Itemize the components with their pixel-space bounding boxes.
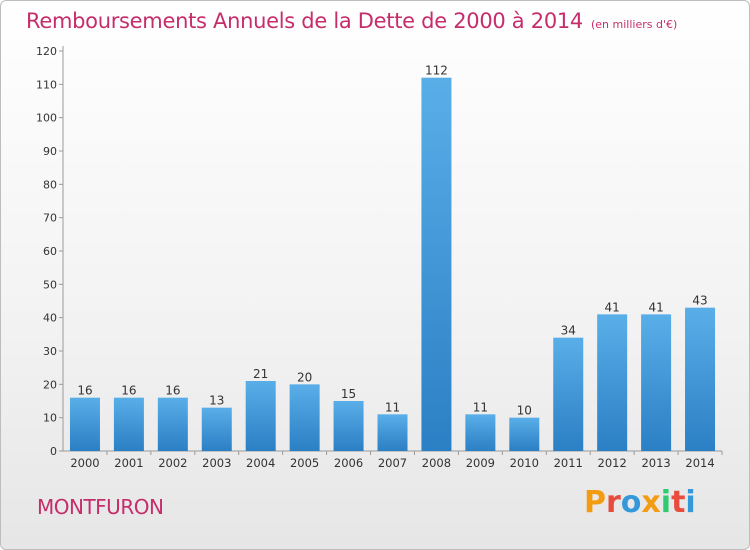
- chart-title-text: Remboursements Annuels de la Dette de 20…: [26, 9, 583, 33]
- logo-letter: i: [660, 485, 672, 520]
- x-tick-label: 2009: [466, 456, 495, 470]
- x-tick-label: 2010: [510, 456, 539, 470]
- bar: [333, 401, 364, 451]
- bar: [641, 314, 672, 451]
- y-tick-label: 80: [43, 178, 57, 191]
- bar-value-label: 34: [561, 324, 576, 338]
- bar-value-label: 112: [425, 64, 448, 78]
- proxiti-logo: Proxiti: [584, 485, 696, 520]
- x-tick-label: 2013: [641, 456, 670, 470]
- logo-letter: P: [584, 485, 606, 520]
- y-tick-label: 50: [43, 278, 57, 291]
- bar: [157, 397, 188, 451]
- bar-value-label: 11: [385, 400, 400, 414]
- y-tick-label: 30: [43, 345, 57, 358]
- bar: [553, 337, 584, 451]
- y-tick-label: 90: [43, 145, 57, 158]
- y-tick-label: 10: [43, 412, 57, 425]
- bar: [377, 414, 408, 451]
- logo-letter: o: [620, 485, 642, 520]
- logo-letter: i: [685, 485, 696, 520]
- bar: [465, 414, 496, 451]
- y-tick-label: 120: [36, 45, 57, 58]
- bar-value-label: 43: [692, 294, 707, 308]
- logo-letter: t: [671, 485, 686, 520]
- x-tick-label: 2011: [554, 456, 583, 470]
- y-tick-label: 0: [50, 445, 57, 458]
- town-name: MONTFURON: [37, 495, 164, 519]
- bar: [509, 417, 540, 451]
- bar-value-label: 16: [77, 384, 92, 398]
- bar: [245, 381, 276, 451]
- bar-value-label: 13: [209, 394, 224, 408]
- bar-value-label: 15: [341, 387, 356, 401]
- bar-value-label: 20: [297, 370, 312, 384]
- bar: [685, 307, 716, 451]
- bar-value-label: 41: [605, 300, 620, 314]
- x-tick-label: 2014: [685, 456, 714, 470]
- x-tick-label: 2003: [202, 456, 231, 470]
- x-tick-label: 2012: [598, 456, 627, 470]
- y-tick-label: 20: [43, 378, 57, 391]
- bar-value-label: 16: [121, 384, 136, 398]
- x-tick-label: 2001: [114, 456, 143, 470]
- y-tick-label: 60: [43, 245, 57, 258]
- x-tick-label: 2002: [158, 456, 187, 470]
- logo-letter: x: [641, 485, 661, 520]
- bar-value-label: 21: [253, 367, 268, 381]
- bar-value-label: 16: [165, 384, 180, 398]
- bar: [69, 397, 100, 451]
- chart-subtitle: (en milliers d'€): [591, 18, 678, 31]
- x-tick-label: 2008: [422, 456, 451, 470]
- y-tick-label: 70: [43, 212, 57, 225]
- y-tick-label: 110: [36, 78, 57, 91]
- bar-value-label: 11: [473, 400, 488, 414]
- y-tick-label: 40: [43, 312, 57, 325]
- chart-title: Remboursements Annuels de la Dette de 20…: [26, 9, 677, 33]
- bar-value-label: 10: [517, 404, 532, 418]
- logo-letter: r: [606, 485, 621, 520]
- x-tick-label: 2007: [378, 456, 407, 470]
- bar-value-label: 41: [648, 300, 663, 314]
- bar: [201, 407, 232, 451]
- bar: [597, 314, 628, 451]
- y-tick-label: 100: [36, 112, 57, 125]
- bar: [113, 397, 144, 451]
- x-tick-label: 2000: [70, 456, 99, 470]
- x-tick-label: 2006: [334, 456, 363, 470]
- bar: [421, 77, 452, 452]
- bar: [289, 384, 320, 451]
- x-tick-label: 2004: [246, 456, 275, 470]
- x-tick-label: 2005: [290, 456, 319, 470]
